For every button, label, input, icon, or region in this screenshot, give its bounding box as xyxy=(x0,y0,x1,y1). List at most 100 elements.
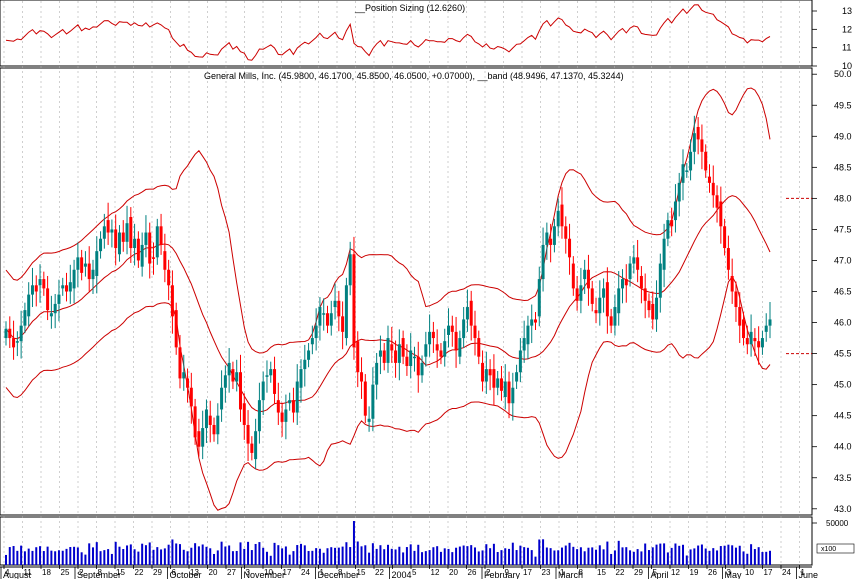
volume-bar xyxy=(307,551,310,565)
candle-body xyxy=(12,338,16,348)
volume-bar xyxy=(80,552,83,565)
candle-body xyxy=(390,344,394,351)
candle-body xyxy=(34,285,38,292)
candle-body xyxy=(658,263,662,298)
volume-bar xyxy=(439,551,442,565)
volume-bar xyxy=(197,546,200,565)
price-y-tick-label: 48.0 xyxy=(834,193,852,203)
volume-bar xyxy=(644,543,647,565)
volume-bar xyxy=(719,546,722,565)
volume-bar xyxy=(629,550,632,565)
candle-body xyxy=(212,424,216,435)
candle-body xyxy=(530,319,534,326)
volume-bar xyxy=(530,550,533,565)
candle-body xyxy=(598,297,602,314)
candle-body xyxy=(378,350,382,357)
volume-bar xyxy=(727,544,730,565)
day-tick-label: 26 xyxy=(708,568,717,577)
volume-bar xyxy=(678,545,681,565)
candle-body xyxy=(643,288,647,301)
candle-body xyxy=(295,381,299,413)
volume-bar xyxy=(167,544,170,565)
candle-body xyxy=(420,362,424,376)
candle-body xyxy=(49,313,53,317)
volume-bar xyxy=(54,551,57,565)
volume-bar xyxy=(383,549,386,565)
day-tick-label: 9 xyxy=(505,568,510,577)
candle-body xyxy=(677,182,681,202)
candle-body xyxy=(738,307,742,326)
candle-body xyxy=(462,319,466,339)
volume-bar xyxy=(458,546,461,565)
indicator-y-tick-label: 13 xyxy=(842,6,852,16)
price-y-tick-label: 43.0 xyxy=(834,504,852,514)
day-tick-label: 4 xyxy=(5,568,10,577)
volume-bar xyxy=(349,547,352,565)
volume-bar xyxy=(46,546,49,565)
candle-body xyxy=(276,400,280,413)
volume-bar xyxy=(523,547,526,565)
volume-bar xyxy=(65,548,68,565)
volume-bar xyxy=(273,542,276,565)
indicator-panel-label: __Position Sizing (12.6260) xyxy=(354,3,465,13)
candle-body xyxy=(416,356,420,376)
day-tick-label: 10 xyxy=(745,568,754,577)
candle-body xyxy=(405,356,409,366)
volume-bar xyxy=(61,550,64,565)
volume-bar xyxy=(194,543,197,565)
candle-body xyxy=(768,319,772,326)
candle-body xyxy=(53,303,57,314)
day-tick-label: 24 xyxy=(782,568,791,577)
candle-body xyxy=(121,232,125,242)
candle-body xyxy=(136,238,140,261)
candle-body xyxy=(174,310,178,348)
price-y-tick-label: 49.0 xyxy=(834,131,852,141)
day-tick-label: 22 xyxy=(616,568,625,577)
candle-body xyxy=(753,338,757,342)
price-y-tick-label: 49.5 xyxy=(834,100,852,110)
volume-bar xyxy=(311,550,314,565)
volume-bar xyxy=(322,552,325,565)
volume-bar xyxy=(647,550,650,565)
day-tick-label: 1 xyxy=(801,568,806,577)
volume-bar xyxy=(462,545,465,565)
day-tick-label: 5 xyxy=(412,568,417,577)
volume-bar xyxy=(186,551,189,565)
candle-body xyxy=(624,279,628,286)
volume-bar xyxy=(118,546,121,565)
candle-body xyxy=(734,291,738,308)
candle-body xyxy=(170,285,174,317)
candle-body xyxy=(465,307,469,320)
candle-body xyxy=(291,400,295,413)
candle-body xyxy=(447,325,451,335)
volume-bar xyxy=(110,553,113,565)
candle-body xyxy=(242,403,246,425)
candle-body xyxy=(8,328,12,339)
candle-body xyxy=(428,331,432,345)
candle-body xyxy=(628,263,632,280)
candle-body xyxy=(666,220,670,239)
candle-body xyxy=(216,415,220,435)
candle-body xyxy=(469,300,473,326)
candle-body xyxy=(167,269,171,286)
volume-bar xyxy=(553,550,556,565)
candle-body xyxy=(556,210,560,227)
candle-body xyxy=(299,369,303,388)
volume-bar xyxy=(364,545,367,565)
volume-bar xyxy=(655,544,658,565)
candle-body xyxy=(742,319,746,339)
candle-body xyxy=(144,232,148,245)
candle-body xyxy=(764,325,768,332)
candle-body xyxy=(371,384,375,419)
volume-bar xyxy=(496,552,499,565)
candle-body xyxy=(4,328,8,339)
candle-body xyxy=(68,282,72,292)
candle-body xyxy=(220,387,224,410)
volume-bar xyxy=(341,546,344,565)
candle-body xyxy=(61,285,65,289)
volume-bar xyxy=(591,547,594,565)
volume-bar xyxy=(250,550,253,565)
candle-body xyxy=(499,378,503,391)
volume-bar xyxy=(205,546,208,565)
candle-body xyxy=(269,369,273,376)
